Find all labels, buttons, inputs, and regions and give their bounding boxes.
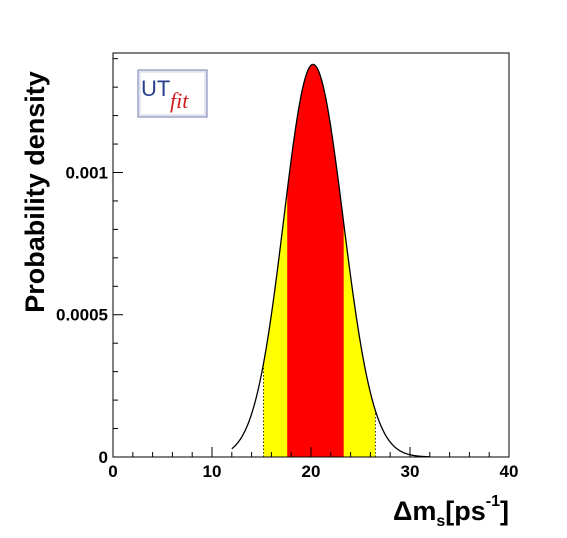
y-tick-label: 0.0005 bbox=[56, 306, 108, 325]
density-curve bbox=[231, 63, 430, 458]
y-axis-label: Probability density bbox=[20, 71, 50, 313]
logo-text-fit: fit bbox=[170, 88, 189, 113]
axis-ticks bbox=[112, 58, 510, 458]
x-axis-label-unit-close: ] bbox=[500, 496, 509, 526]
utfit-logo: UT fit bbox=[137, 69, 208, 118]
y-tick-label: 0 bbox=[99, 448, 108, 467]
y-tick-label: 0.001 bbox=[65, 163, 108, 182]
x-axis-label-superscript: -1 bbox=[486, 493, 500, 510]
axis-tick-labels: 0 10 20 30 40 0 0.0005 0.001 bbox=[56, 163, 518, 481]
x-tick-label: 40 bbox=[500, 462, 519, 481]
logo-text-ut: UT bbox=[141, 76, 170, 101]
x-tick-label: 30 bbox=[401, 462, 420, 481]
band-68 bbox=[287, 64, 344, 457]
x-axis-label-unit: [ps bbox=[445, 496, 486, 526]
probability-bands bbox=[263, 64, 376, 457]
x-axis-label: Δms[ps-1] bbox=[393, 493, 509, 530]
x-axis-label-subscript: s bbox=[436, 513, 445, 530]
x-axis-label-symbol: Δm bbox=[393, 496, 436, 526]
x-tick-label: 0 bbox=[108, 462, 117, 481]
x-tick-label: 20 bbox=[302, 462, 321, 481]
x-tick-label: 10 bbox=[203, 462, 222, 481]
